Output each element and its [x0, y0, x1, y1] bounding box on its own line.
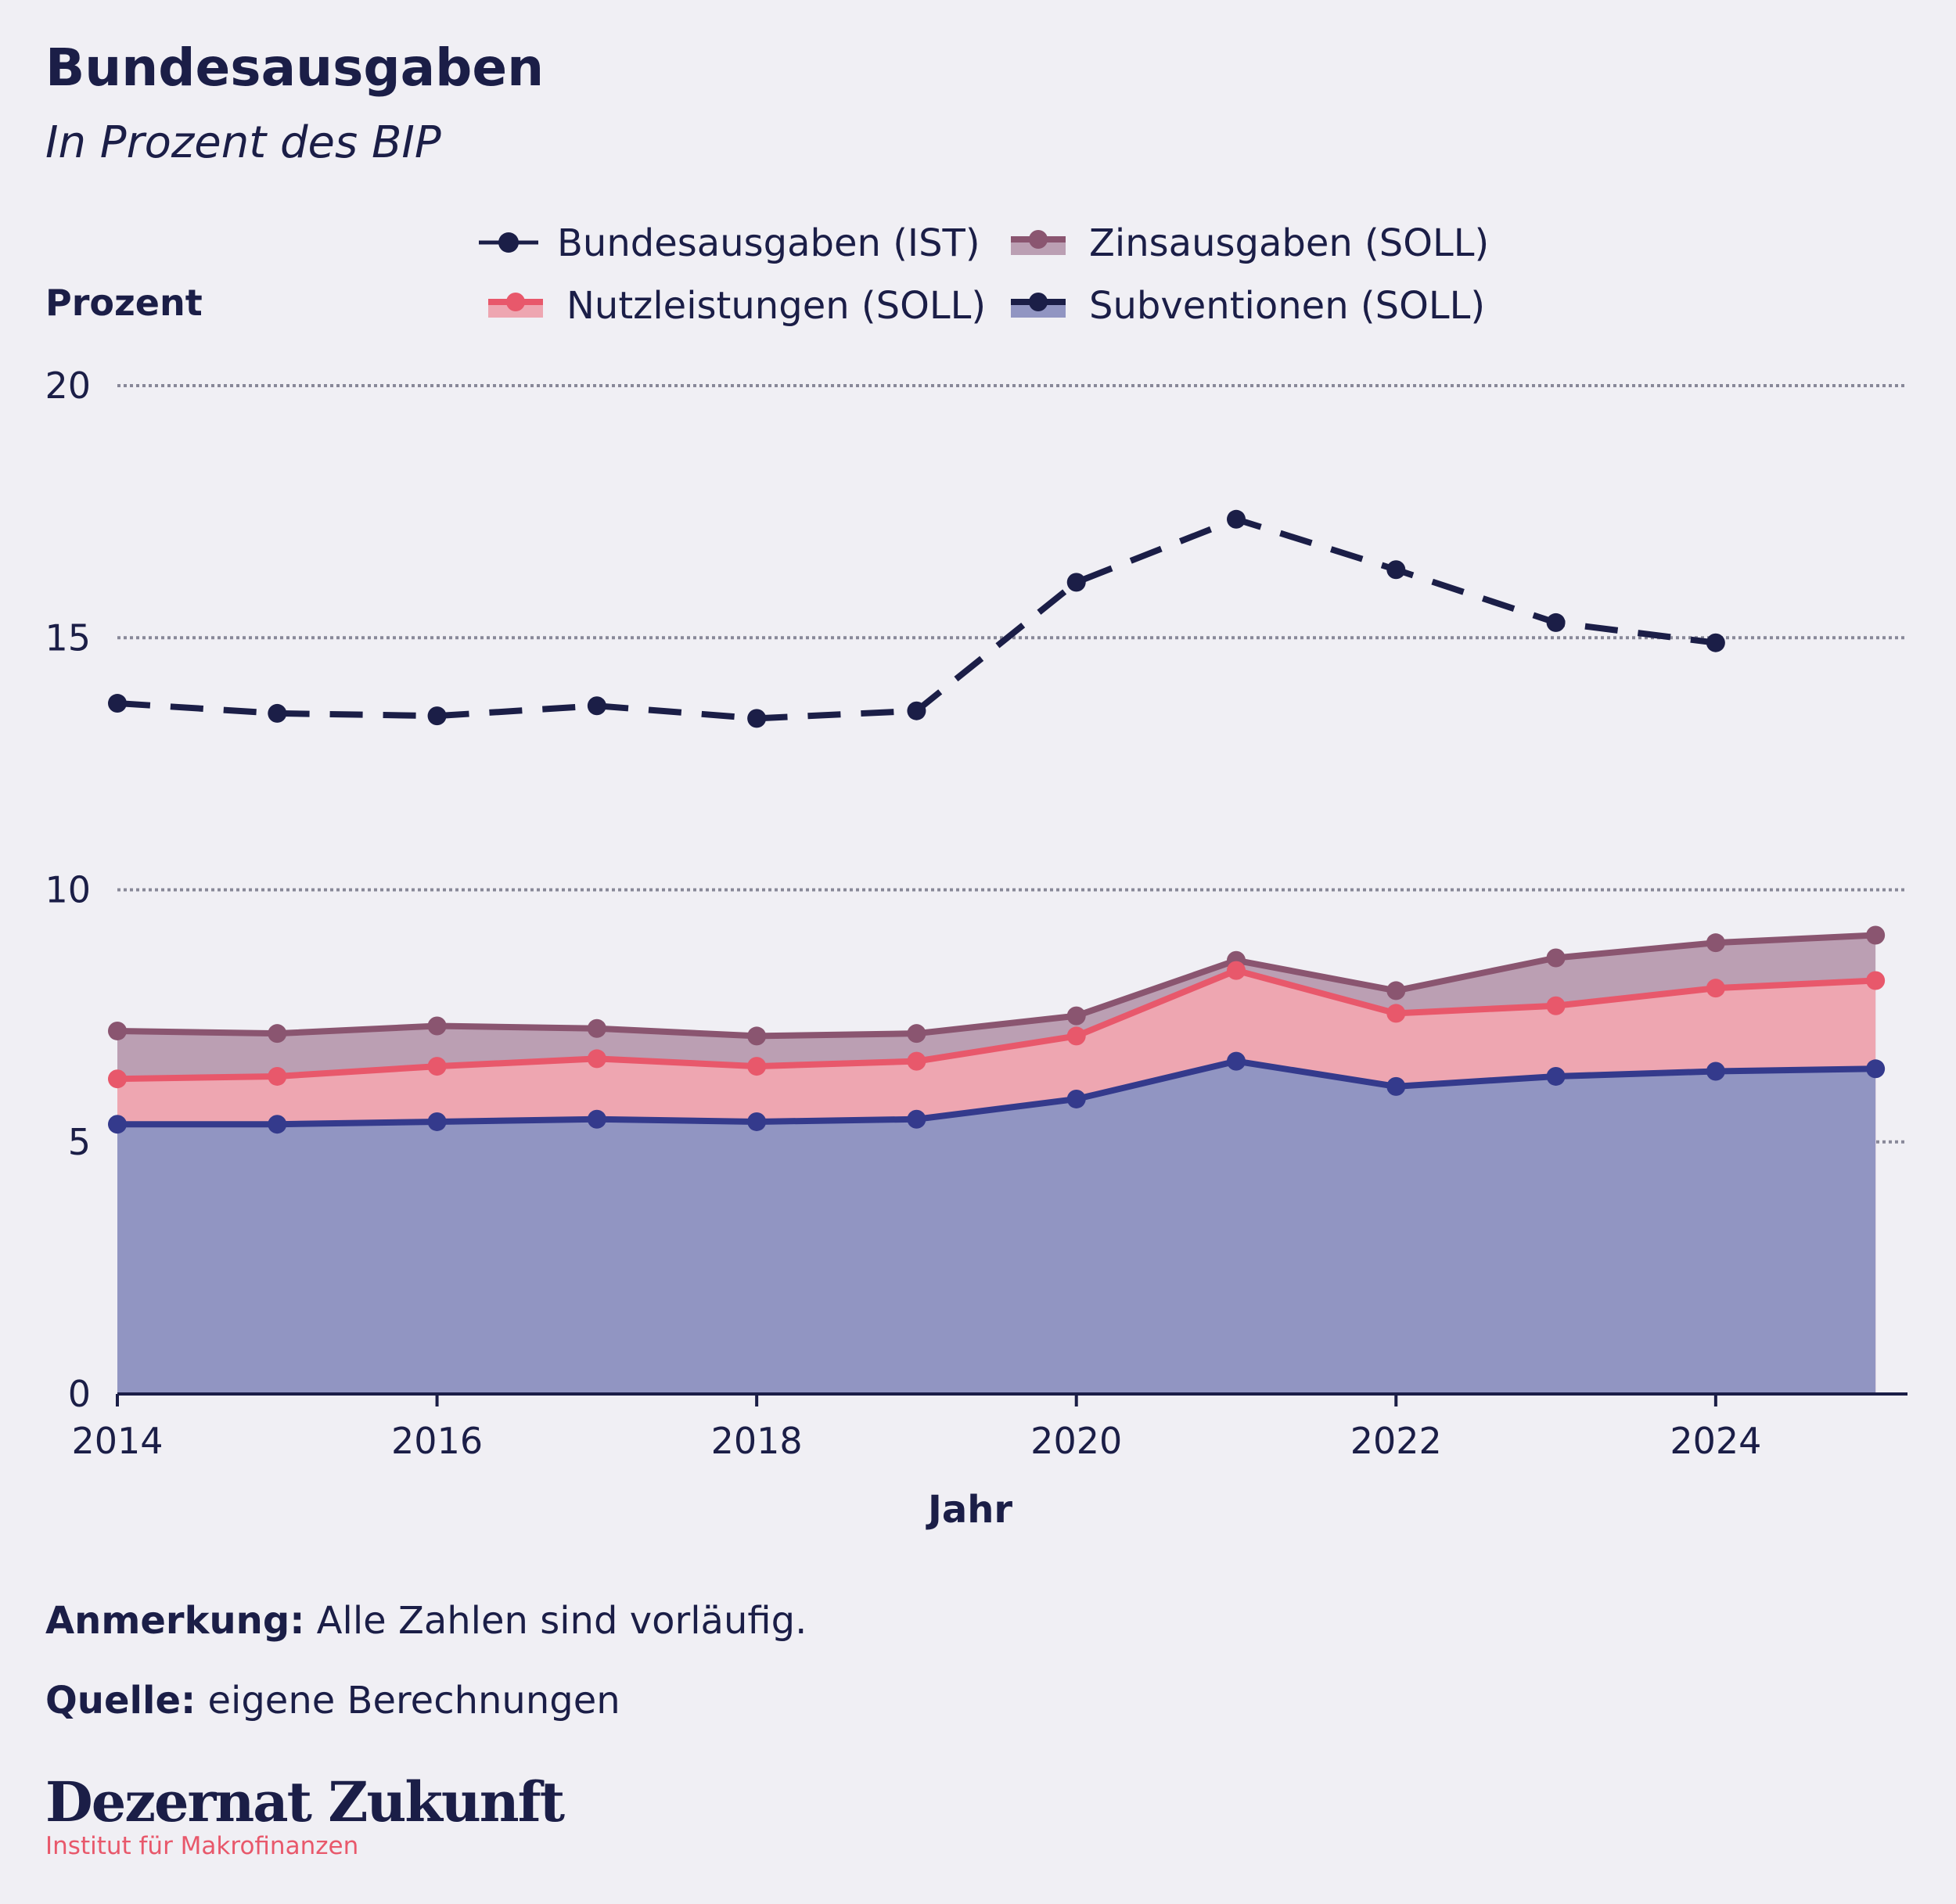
zinsausgaben-point — [1386, 981, 1406, 1000]
zinsausgaben-point — [1866, 925, 1886, 945]
subventionen-point — [1227, 1051, 1246, 1071]
subventionen-point — [747, 1112, 767, 1131]
x-tick-label: 2024 — [1670, 1420, 1761, 1462]
subventionen-point — [1066, 1089, 1086, 1108]
legend-zinsausgaben-marker — [1029, 230, 1048, 249]
nutzleistungen-point — [1546, 996, 1566, 1015]
nutzleistungen-point — [108, 1069, 127, 1089]
y-tick-label: 10 — [45, 869, 91, 911]
legend-subventionen-marker — [1029, 293, 1048, 311]
legend-nutzleistungen: Nutzleistungen (SOLL) — [488, 284, 986, 328]
nutzleistungen-point — [1066, 1026, 1086, 1046]
y-axis-unit-label: Prozent — [45, 282, 203, 324]
zinsausgaben-point — [587, 1018, 606, 1038]
y-tick-label: 15 — [45, 616, 91, 659]
bundesausgaben-ist-point — [587, 696, 606, 716]
x-axis-label: Jahr — [926, 1488, 1012, 1532]
x-tick-label: 2018 — [711, 1420, 803, 1462]
x-tick-label: 2016 — [391, 1420, 483, 1462]
y-tick-label: 0 — [68, 1373, 91, 1415]
chart-subtitle: In Prozent des BIP — [45, 117, 441, 168]
stacked-areas — [117, 935, 1876, 1394]
nutzleistungen-point — [1866, 971, 1886, 990]
legend-bundesausgaben-ist-marker — [498, 232, 519, 253]
note-text: Alle Zahlen sind vorläufig. — [304, 1599, 807, 1643]
zinsausgaben-point — [268, 1024, 287, 1044]
subventionen-point — [1866, 1059, 1886, 1079]
zinsausgaben-point — [108, 1021, 127, 1040]
legend-zinsausgaben: Zinsausgaben (SOLL) — [1011, 221, 1489, 265]
subventionen-line — [117, 1058, 1876, 1128]
zinsausgaben-line — [117, 932, 1876, 1040]
bundesausgaben-ist-point — [108, 694, 127, 713]
source-label: Quelle: — [45, 1679, 196, 1723]
zinsausgaben-point — [747, 1026, 767, 1046]
bundesausgaben-ist-point — [1706, 633, 1725, 652]
logo: Dezernat Zukunft — [45, 1769, 565, 1834]
nutzleistungen-point — [427, 1057, 447, 1076]
legend-subventionen: Subventionen (SOLL) — [1011, 284, 1485, 328]
x-tick-label: 2022 — [1350, 1420, 1442, 1462]
subventionen-point — [1546, 1066, 1566, 1086]
source-text: eigene Berechnungen — [196, 1679, 620, 1723]
subventionen-point — [108, 1115, 127, 1134]
legend-zinsausgaben-label: Zinsausgaben (SOLL) — [1089, 221, 1489, 265]
legend-bundesausgaben-ist-label: Bundesausgaben (IST) — [557, 221, 980, 265]
zinsausgaben-point — [1546, 948, 1566, 968]
bundesausgaben-ist-point — [268, 703, 287, 723]
nutzleistungen-point — [1706, 979, 1725, 998]
logo-subtitle: Institut für Makrofinanzen — [45, 1832, 359, 1860]
bundesausgaben-ist-point — [1546, 613, 1566, 632]
subventionen-point — [1386, 1076, 1406, 1096]
legend-nutzleistungen-label: Nutzleistungen (SOLL) — [566, 284, 986, 328]
x-tick-label: 2014 — [71, 1420, 163, 1462]
nutzleistungen-point — [907, 1051, 926, 1071]
zinsausgaben-point — [427, 1016, 447, 1036]
y-tick-label: 5 — [68, 1121, 91, 1163]
bundesausgaben-ist-line — [117, 516, 1717, 722]
nutzleistungen-point — [1227, 961, 1246, 980]
source: Quelle: eigene Berechnungen — [45, 1679, 620, 1723]
bundesausgaben-ist-point — [427, 706, 447, 726]
y-tick-label: 20 — [45, 365, 91, 407]
subventionen-point — [587, 1109, 606, 1129]
series-lines — [108, 509, 1886, 1134]
nutzleistungen-point — [268, 1066, 287, 1086]
bundesausgaben-ist-point — [1386, 560, 1406, 580]
subventionen-point — [1706, 1062, 1725, 1081]
bundesausgaben-ist-point — [747, 709, 767, 728]
zinsausgaben-point — [907, 1024, 926, 1044]
axes: 0 5 10 15 20 2014 2016 2018 2020 2022 2024 Jahr — [45, 365, 1907, 1532]
bundesausgaben-ist-point — [1227, 509, 1246, 529]
zinsausgaben-point — [1066, 1006, 1086, 1026]
nutzleistungen-line — [117, 967, 1876, 1083]
legend-subventionen-label: Subventionen (SOLL) — [1089, 284, 1485, 328]
subventionen-point — [427, 1112, 447, 1131]
nutzleistungen-point — [587, 1049, 606, 1069]
subventionen-point — [268, 1115, 287, 1134]
subventionen-area — [117, 1061, 1876, 1394]
subventionen-point — [907, 1109, 926, 1129]
x-tick-label: 2020 — [1030, 1420, 1122, 1462]
nutzleistungen-point — [747, 1057, 767, 1076]
note-label: Anmerkung: — [45, 1599, 305, 1643]
bundesausgaben-ist-point — [907, 701, 926, 720]
note: Anmerkung: Alle Zahlen sind vorläufig. — [45, 1599, 807, 1643]
bundesausgaben-ist-point — [1066, 573, 1086, 592]
legend-bundesausgaben-ist: Bundesausgaben (IST) — [479, 221, 980, 265]
chart-title: Bundesausgaben — [45, 38, 545, 98]
legend-nutzleistungen-marker — [506, 293, 525, 311]
legend: Bundesausgaben (IST) Zinsausgaben (SOLL) N… — [479, 221, 1489, 328]
zinsausgaben-point — [1706, 933, 1725, 953]
nutzleistungen-point — [1386, 1004, 1406, 1023]
